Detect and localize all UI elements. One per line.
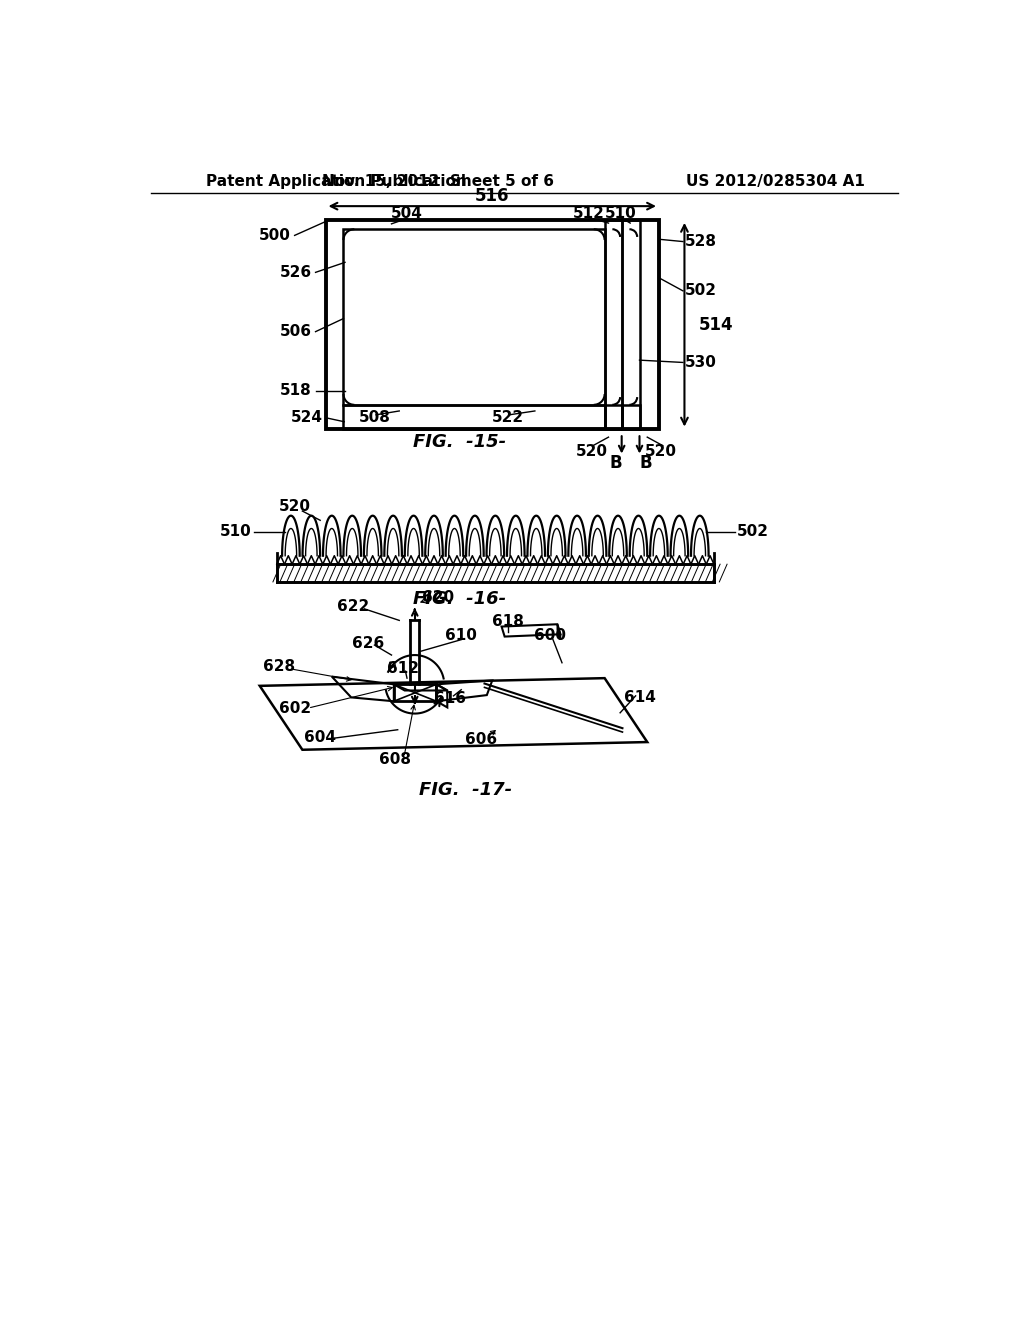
Text: 524: 524 <box>291 411 324 425</box>
Text: FIG.  -15-: FIG. -15- <box>413 433 506 450</box>
Text: 530: 530 <box>684 355 717 370</box>
Bar <box>604 220 622 429</box>
Text: 522: 522 <box>492 411 524 425</box>
Text: 628: 628 <box>263 659 295 675</box>
Text: 502: 502 <box>736 524 768 540</box>
Bar <box>326 220 658 429</box>
Text: 504: 504 <box>391 206 423 222</box>
Text: 510: 510 <box>605 206 637 222</box>
Bar <box>343 230 604 405</box>
Text: US 2012/0285304 A1: US 2012/0285304 A1 <box>686 174 865 189</box>
Text: 508: 508 <box>358 411 390 425</box>
Bar <box>276 564 714 582</box>
Text: 606: 606 <box>465 733 497 747</box>
Text: 500: 500 <box>259 228 291 243</box>
Text: FIG.  -17-: FIG. -17- <box>419 781 512 799</box>
Text: FIG.  -16-: FIG. -16- <box>413 590 506 607</box>
Text: 506: 506 <box>280 325 311 339</box>
Text: 604: 604 <box>304 730 336 744</box>
Text: 514: 514 <box>698 315 733 334</box>
Text: 520: 520 <box>575 444 607 458</box>
Text: 626: 626 <box>352 636 384 651</box>
Text: 512: 512 <box>573 206 605 222</box>
Text: 510: 510 <box>220 524 252 540</box>
Text: 616: 616 <box>433 692 466 706</box>
Text: 528: 528 <box>684 234 717 249</box>
Text: B: B <box>609 454 622 471</box>
Text: 518: 518 <box>280 383 311 399</box>
Text: 520: 520 <box>279 499 310 513</box>
Text: 526: 526 <box>280 265 311 280</box>
Text: 502: 502 <box>684 284 717 298</box>
Text: 602: 602 <box>279 701 310 717</box>
Text: Nov. 15, 2012  Sheet 5 of 6: Nov. 15, 2012 Sheet 5 of 6 <box>322 174 554 189</box>
Bar <box>343 405 604 429</box>
Bar <box>622 405 640 429</box>
Bar <box>604 405 622 429</box>
Text: 620: 620 <box>422 590 454 605</box>
Text: B: B <box>639 454 652 471</box>
Text: 600: 600 <box>535 628 566 643</box>
Text: 608: 608 <box>379 751 412 767</box>
Text: 520: 520 <box>645 444 677 458</box>
Text: 516: 516 <box>475 187 510 205</box>
Text: Patent Application Publication: Patent Application Publication <box>206 174 466 189</box>
Bar <box>622 220 640 429</box>
Text: 618: 618 <box>492 614 523 630</box>
Text: 622: 622 <box>337 599 369 614</box>
Text: 610: 610 <box>445 628 477 643</box>
Text: 614: 614 <box>624 690 655 705</box>
Text: 612: 612 <box>387 660 419 676</box>
